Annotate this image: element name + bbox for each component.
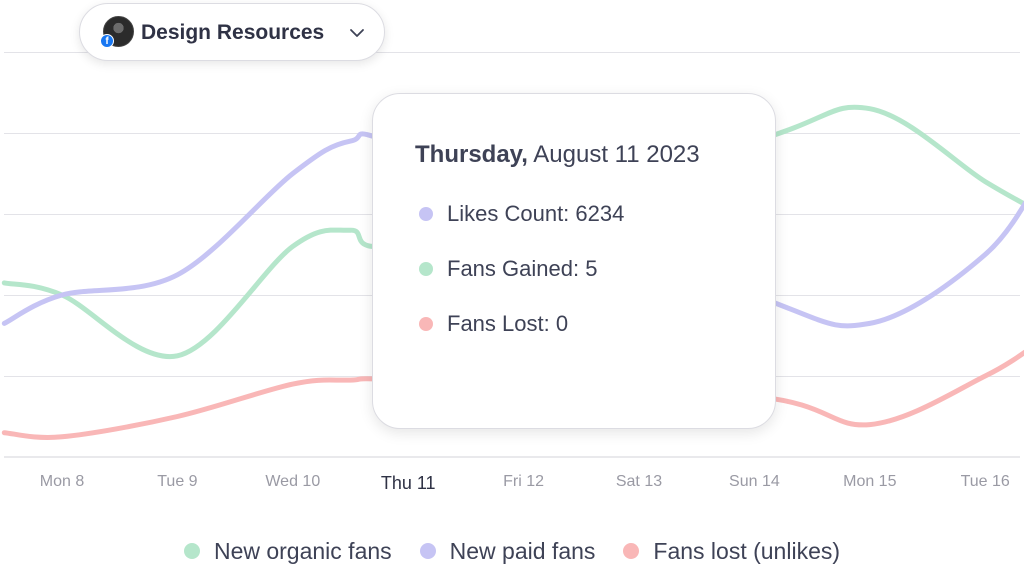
x-axis-ticks: Mon 8 Tue 9 Wed 10 Thu 11 Fri 12 Sat 13 Sun 14… xyxy=(40,473,1010,493)
chart-legend: New organic fans New paid fans Fans lost… xyxy=(0,536,1024,566)
tooltip-dot-likes xyxy=(419,207,433,221)
x-tick-label: Sun 14 xyxy=(729,473,780,490)
legend-item-organic[interactable]: New organic fans xyxy=(183,537,392,565)
legend-item-paid[interactable]: New paid fans xyxy=(419,537,596,565)
chevron-down-icon xyxy=(350,29,364,37)
x-tick-label: Tue 16 xyxy=(961,473,1010,490)
x-tick-label: Tue 9 xyxy=(157,473,197,490)
tooltip-row-fans-lost: Fans Lost: 0 xyxy=(419,311,568,337)
x-tick-label: Mon 15 xyxy=(843,473,896,490)
x-tick-label: Mon 8 xyxy=(40,473,85,490)
x-tick-label: Sat 13 xyxy=(616,473,662,490)
legend-label-paid: New paid fans xyxy=(449,537,596,564)
legend-label-organic: New organic fans xyxy=(213,537,392,564)
x-tick-label: Thu 11 xyxy=(381,473,436,493)
tooltip-row-fans-gained: Fans Gained: 5 xyxy=(419,256,597,282)
page-selector-dropdown[interactable]: f Design Resources xyxy=(79,3,385,61)
legend-dot-paid xyxy=(419,543,436,559)
legend-label-lost: Fans lost (unlikes) xyxy=(653,537,841,564)
tooltip-dot-fans-gained xyxy=(419,262,433,276)
page-selector-label: Design Resources xyxy=(141,21,325,44)
facebook-icon: f xyxy=(100,34,114,48)
tooltip-day: Thursday, xyxy=(415,141,528,168)
tooltip-date: Thursday, August 11 2023 xyxy=(415,141,700,169)
tooltip-date-text: August 11 2023 xyxy=(533,141,700,168)
x-tick-label: Wed 10 xyxy=(265,473,320,490)
tooltip-fans-gained: Fans Gained: 5 xyxy=(447,256,598,281)
tooltip-likes-count: Likes Count: 6234 xyxy=(447,201,625,226)
tooltip-dot-fans-lost xyxy=(419,317,433,331)
legend-item-lost[interactable]: Fans lost (unlikes) xyxy=(623,538,840,565)
legend-dot-organic xyxy=(183,543,200,559)
tooltip-fans-lost: Fans Lost: 0 xyxy=(447,311,569,336)
tooltip-row-likes: Likes Count: 6234 xyxy=(419,201,624,227)
x-tick-label: Fri 12 xyxy=(503,473,544,490)
legend-dot-lost xyxy=(623,543,640,559)
chart-tooltip: Thursday, August 11 2023 Likes Count: 62… xyxy=(372,93,776,429)
